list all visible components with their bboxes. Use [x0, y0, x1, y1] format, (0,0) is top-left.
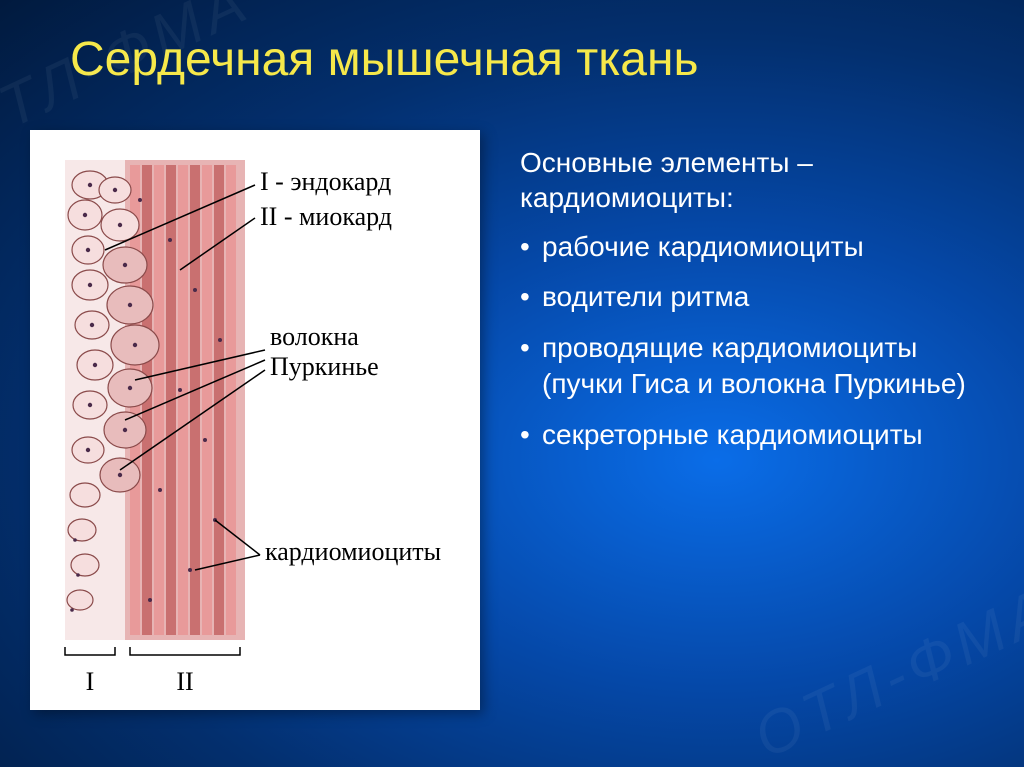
axis-label-2: II	[176, 667, 193, 696]
tissue-diagram: I - эндокард II - миокард волокна Пуркин…	[30, 130, 480, 710]
bullet-item: секреторные кардиомиоциты	[520, 417, 1000, 453]
axis-brackets	[65, 647, 240, 655]
watermark: ОТЛ-ФМА	[743, 573, 1024, 767]
label-myocard: II - миокард	[260, 202, 392, 231]
lead-text: Основные элементы – кардиомиоциты:	[520, 145, 1000, 215]
bracket	[130, 647, 240, 655]
bullet-item: водители ритма	[520, 279, 1000, 315]
bullet-list: рабочие кардиомиоциты водители ритма прово…	[520, 229, 1000, 453]
bracket	[65, 647, 115, 655]
label-cardiomyocytes: кардиомиоциты	[265, 537, 441, 566]
text-content: Основные элементы – кардиомиоциты: рабоч…	[520, 145, 1000, 467]
bullet-item: проводящие кардиомиоциты (пучки Гиса и в…	[520, 330, 1000, 403]
label-purkinje-1: волокна	[270, 322, 359, 351]
axis-label-1: I	[86, 667, 95, 696]
label-purkinje-2: Пуркинье	[270, 352, 379, 381]
label-endocard: I - эндокард	[260, 167, 391, 196]
bullet-item: рабочие кардиомиоциты	[520, 229, 1000, 265]
slide-title: Сердечная мышечная ткань	[70, 32, 699, 87]
diagram-panel: I - эндокард II - миокард волокна Пуркин…	[30, 130, 480, 710]
